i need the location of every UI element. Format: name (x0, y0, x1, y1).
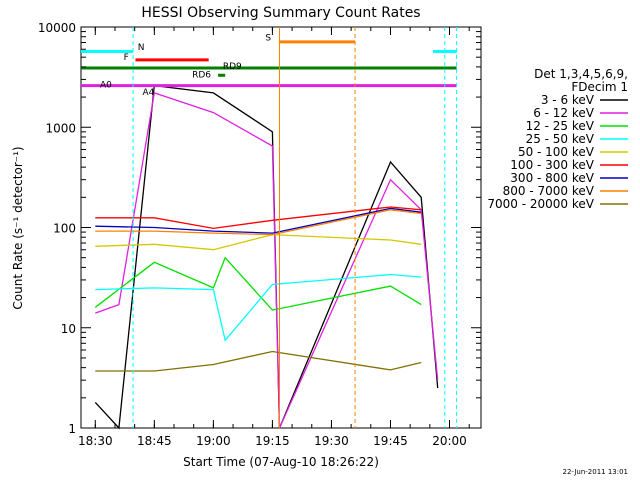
flags-layer: NF RD9 RD6 A0 A4 S (81, 27, 458, 428)
y-axis-label: Count Rate (s⁻¹ detector⁻¹) (11, 146, 25, 309)
x-tick-label: 20:00 (432, 434, 467, 448)
y-tick-label: 10 (61, 322, 76, 336)
legend-label-1: 6 - 12 keV (533, 106, 595, 120)
timestamp: 22-Jun-2011 13:01 (563, 468, 629, 476)
x-tick-label: 18:30 (78, 434, 113, 448)
chart-title: HESSI Observing Summary Count Rates (141, 5, 420, 21)
legend-header-line-1: Det 1,3,4,5,6,9, (534, 67, 628, 81)
series-line-8 (95, 350, 422, 372)
legend-label-5: 100 - 300 keV (510, 158, 594, 172)
flag-label-RD6: RD6 (192, 70, 211, 80)
x-tick-label: 19:00 (196, 434, 231, 448)
series-line-7 (95, 209, 422, 236)
flag-label-A0: A0 (100, 80, 112, 90)
axis-layer: 18:30 18:45 19:00 19:15 19:30 19:45 20:00 1 10 10… (38, 21, 481, 448)
y-tick-label: 1 (68, 422, 76, 436)
series-line-5 (95, 206, 422, 230)
flag-label-F: F (124, 53, 129, 63)
flag-label-A4: A4 (143, 88, 155, 98)
x-tick-label: 19:45 (373, 434, 408, 448)
y-tick-label: 1000 (45, 121, 76, 135)
x-tick-label: 19:15 (255, 434, 290, 448)
series-line-0 (94, 84, 439, 430)
y-tick-label: 100 (53, 222, 76, 236)
x-tick-label: 18:45 (137, 434, 172, 448)
series-line-2 (94, 256, 422, 311)
legend-header-line-2: FDecim 1 (571, 80, 628, 94)
legend-label-8: 7000 - 20000 keV (487, 197, 594, 211)
flag-label-N: N (138, 43, 145, 53)
legend-label-7: 800 - 7000 keV (503, 184, 595, 198)
series-line-4 (95, 233, 422, 251)
y-tick-label: 10000 (38, 21, 76, 35)
x-axis-label: Start Time (07-Aug-10 18:26:22) (183, 455, 379, 469)
legend-label-0: 3 - 6 keV (541, 93, 595, 107)
legend-label-3: 25 - 50 keV (526, 132, 595, 146)
series-line-1 (95, 92, 439, 429)
legend-label-4: 50 - 100 keV (518, 145, 595, 159)
flag-label-S: S (265, 34, 271, 44)
flag-label-RD9: RD9 (223, 62, 242, 72)
series-line-6 (95, 207, 422, 234)
legend-label-2: 12 - 25 keV (526, 119, 595, 133)
series-layer (94, 84, 439, 430)
legend-label-6: 300 - 800 keV (510, 171, 594, 185)
series-line-3 (95, 273, 422, 342)
x-tick-label: 19:30 (314, 434, 349, 448)
